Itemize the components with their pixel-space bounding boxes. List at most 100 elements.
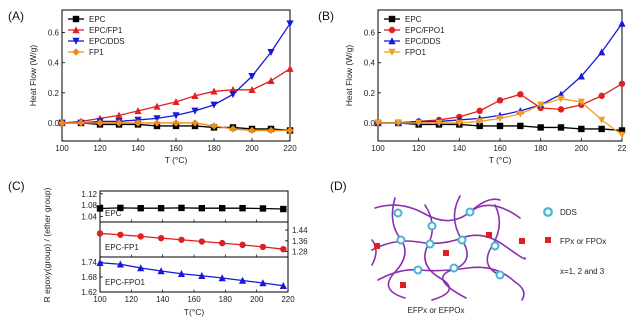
data-point xyxy=(117,232,123,238)
series-line xyxy=(100,208,283,209)
dds-node xyxy=(459,237,466,244)
y-tick-label: 0.0 xyxy=(364,119,376,128)
legend-label: FPO1 xyxy=(405,48,426,57)
dds-node xyxy=(451,265,458,272)
data-point xyxy=(97,205,103,211)
dds-node xyxy=(467,209,474,216)
dds-node xyxy=(395,210,402,217)
x-tick-label: 200 xyxy=(245,144,259,153)
y-tick-label: 1.08 xyxy=(81,201,97,210)
data-point xyxy=(97,230,103,236)
data-point xyxy=(598,93,604,99)
x-tick-label: 100 xyxy=(55,144,69,153)
x-tick-label: 140 xyxy=(131,144,145,153)
panel-label-a: (A) xyxy=(8,9,24,23)
data-point xyxy=(517,123,523,129)
x-tick-label: 220 xyxy=(283,144,297,153)
data-point xyxy=(618,132,625,139)
panel-label-d: (D) xyxy=(330,179,347,193)
y-tick-label: 0.2 xyxy=(48,89,60,98)
x-tick-label: 220 xyxy=(281,295,295,304)
y-axis-title: R epoxy(group) / (ether group) xyxy=(42,187,52,302)
data-point xyxy=(199,205,205,211)
y-axis-title: Heat Flow (W/g) xyxy=(344,45,354,107)
x-tick-label: 120 xyxy=(412,144,426,153)
x-axis-title: T (°C) xyxy=(489,155,512,165)
x-tick-label: 180 xyxy=(219,295,233,304)
data-point xyxy=(280,206,286,212)
y-tick-label: 1.74 xyxy=(81,258,97,267)
x-tick-label: 160 xyxy=(169,144,183,153)
data-point xyxy=(138,233,144,239)
data-point xyxy=(280,246,286,252)
data-point xyxy=(476,108,482,114)
dds-node xyxy=(429,223,436,230)
data-point xyxy=(598,117,605,124)
x-tick-label: 140 xyxy=(156,295,170,304)
fp-legend-label: FPx or FPOx xyxy=(560,237,606,246)
x-tick-label: 200 xyxy=(250,295,264,304)
legend-marker xyxy=(389,16,395,22)
data-point xyxy=(239,205,245,211)
legend-label: EPC/DDS xyxy=(89,37,125,46)
data-point xyxy=(239,242,245,248)
x-tick-label: 160 xyxy=(187,295,201,304)
strand xyxy=(487,205,502,276)
y-tick-label: 1.28 xyxy=(292,248,308,257)
data-point xyxy=(578,126,584,132)
dds-legend-icon xyxy=(544,208,552,216)
data-point xyxy=(219,205,225,211)
data-point xyxy=(497,123,503,129)
y-axis-title: Heat Flow (W/g) xyxy=(28,45,38,107)
y-tick-label: 0.4 xyxy=(364,59,376,68)
data-point xyxy=(229,91,236,98)
fp-marker xyxy=(400,282,406,288)
data-point xyxy=(178,237,184,243)
subplot-annotation: EPC xyxy=(105,209,122,218)
y-tick-label: 1.68 xyxy=(81,273,97,282)
dds-node xyxy=(427,241,434,248)
x-tick-label: 100 xyxy=(371,144,385,153)
x-tick-label: 100 xyxy=(93,295,107,304)
legend-label: EPC xyxy=(405,15,422,24)
data-point xyxy=(260,205,266,211)
data-point xyxy=(497,97,503,103)
data-point xyxy=(558,106,564,112)
chart-c: 1.041.081.12EPC1.281.361.44EPC-FP11.621.… xyxy=(42,187,308,317)
dds-node xyxy=(398,237,405,244)
legend-marker xyxy=(73,16,79,22)
x-note: x=1, 2 and 3 xyxy=(560,267,605,276)
fp-marker xyxy=(374,243,380,249)
x-tick-label: 22 xyxy=(618,144,626,153)
legend-label: FP1 xyxy=(89,48,104,57)
y-tick-label: 1.04 xyxy=(81,212,97,221)
legend-label: EPC xyxy=(89,15,106,24)
x-tick-label: 120 xyxy=(93,144,107,153)
y-tick-label: 1.12 xyxy=(81,190,97,199)
data-point xyxy=(219,240,225,246)
chart-a: 100 120 140 160 180 200 2200.00.20.40.6T (°C)H… xyxy=(28,10,297,165)
data-point xyxy=(158,235,164,241)
y-tick-label: 0.6 xyxy=(48,29,60,38)
x-tick-label: 200 xyxy=(575,144,589,153)
legend-marker xyxy=(72,48,79,55)
chart-b: 100 120 140 160 180 200 22 0.0 0.2 0.4 0.6 T (°C) He… xyxy=(344,10,626,165)
x-tick-label: 160 xyxy=(493,144,507,153)
y-tick-label: 0.0 xyxy=(48,119,60,128)
data-point xyxy=(619,81,625,87)
diagram-caption: EFPx or EFPOx xyxy=(408,306,465,315)
x-tick-label: 180 xyxy=(207,144,221,153)
data-point xyxy=(286,65,293,72)
dds-node xyxy=(497,272,504,279)
x-tick-label: 140 xyxy=(453,144,467,153)
fp-marker xyxy=(519,238,525,244)
data-point xyxy=(138,205,144,211)
dds-node xyxy=(492,243,499,250)
data-point xyxy=(618,20,625,27)
strand xyxy=(378,267,515,282)
network-diagram: DDS FPx or FPOx x=1, 2 and 3 EFPx or EFP… xyxy=(372,196,606,315)
data-point xyxy=(260,244,266,250)
y-tick-label: 0.4 xyxy=(48,59,60,68)
subplot-annotation: EPC-FP1 xyxy=(105,243,139,252)
data-point xyxy=(537,124,543,130)
